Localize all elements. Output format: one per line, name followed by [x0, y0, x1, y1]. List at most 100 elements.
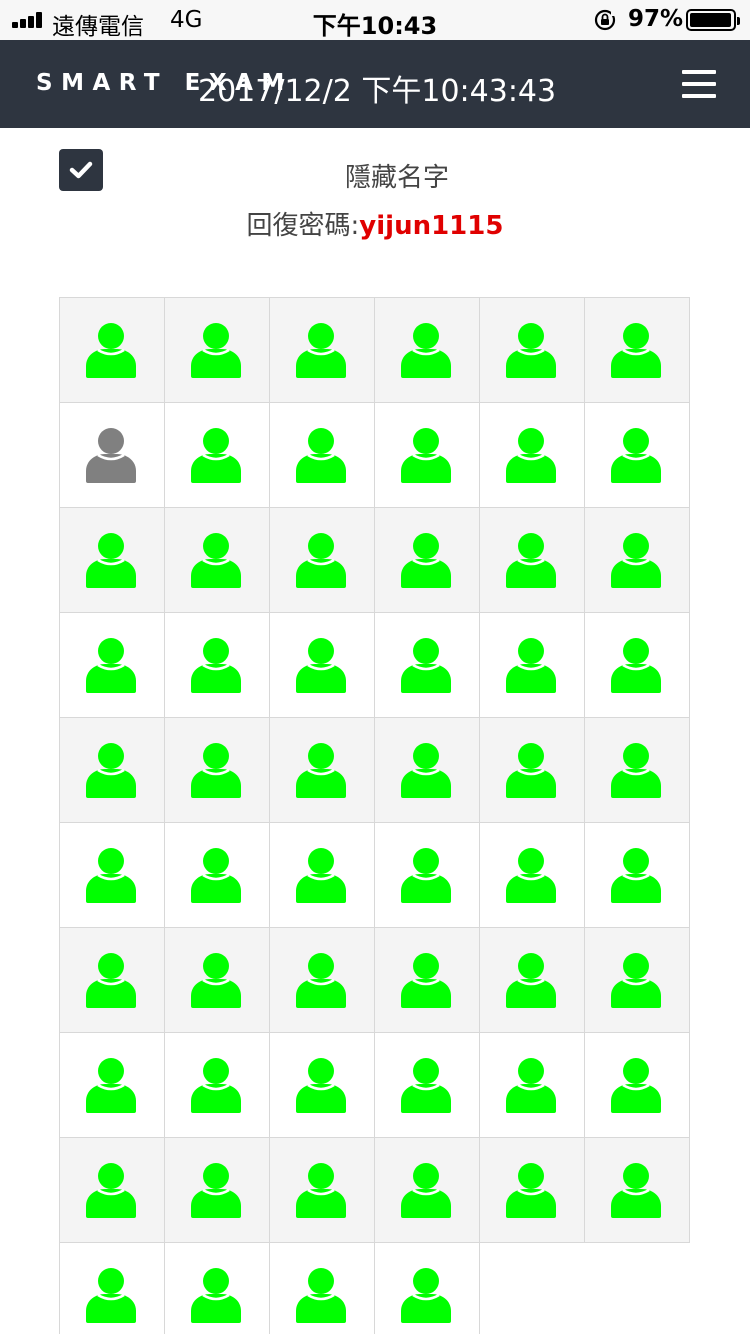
seat-cell[interactable]	[479, 612, 585, 718]
seat-cell[interactable]	[374, 1242, 480, 1334]
seat-cell[interactable]	[164, 402, 270, 508]
user-icon	[296, 323, 346, 378]
seat-cell[interactable]	[374, 612, 480, 718]
seat-cell[interactable]	[584, 507, 690, 613]
seat-cell[interactable]	[584, 822, 690, 928]
user-icon	[401, 1058, 451, 1113]
seat-cell[interactable]	[374, 402, 480, 508]
user-icon	[611, 638, 661, 693]
recovery-password-line: 回復密碼:yijun1115	[0, 205, 750, 242]
user-icon	[86, 428, 136, 483]
recovery-password-label: 回復密碼:	[246, 211, 360, 241]
seat-cell[interactable]	[479, 822, 585, 928]
seat-cell[interactable]	[584, 402, 690, 508]
seat-cell[interactable]	[59, 1137, 165, 1243]
seat-cell[interactable]	[479, 297, 585, 403]
top-navbar: SMART EXAM 2017/12/2 下午10:43:43	[0, 40, 750, 128]
seat-cell[interactable]	[479, 717, 585, 823]
seat-cell[interactable]	[164, 822, 270, 928]
seat-cell[interactable]	[164, 927, 270, 1033]
battery-icon	[686, 9, 740, 31]
seat-cell[interactable]	[164, 612, 270, 718]
network-type: 4G	[170, 7, 203, 33]
seat-cell[interactable]	[479, 1137, 585, 1243]
seat-cell[interactable]	[269, 612, 375, 718]
seat-cell[interactable]	[374, 927, 480, 1033]
seat-cell[interactable]	[164, 1032, 270, 1138]
seat-cell[interactable]	[59, 507, 165, 613]
hamburger-icon[interactable]	[672, 62, 726, 106]
seat-cell[interactable]	[584, 1032, 690, 1138]
seat-cell[interactable]	[374, 297, 480, 403]
seat-cell[interactable]	[479, 402, 585, 508]
seat-cell[interactable]	[269, 507, 375, 613]
seat-cell[interactable]	[269, 822, 375, 928]
seat-cell[interactable]	[479, 927, 585, 1033]
user-icon	[191, 953, 241, 1008]
seat-cell[interactable]	[59, 297, 165, 403]
seat-cell[interactable]	[269, 1032, 375, 1138]
seat-cell[interactable]	[164, 1137, 270, 1243]
seat-cell[interactable]	[374, 1137, 480, 1243]
user-icon	[401, 743, 451, 798]
seat-cell[interactable]	[59, 927, 165, 1033]
user-icon	[506, 743, 556, 798]
user-icon	[506, 533, 556, 588]
seat-cell[interactable]	[374, 822, 480, 928]
seat-cell[interactable]	[479, 1032, 585, 1138]
seat-cell[interactable]	[269, 1137, 375, 1243]
seat-cell[interactable]	[479, 507, 585, 613]
hide-names-checkbox[interactable]	[59, 149, 103, 191]
user-icon	[401, 953, 451, 1008]
user-icon	[611, 323, 661, 378]
seat-cell[interactable]	[59, 1242, 165, 1334]
seat-cell[interactable]	[269, 402, 375, 508]
seat-cell[interactable]	[269, 1242, 375, 1334]
user-icon	[401, 323, 451, 378]
seat-cell[interactable]	[584, 297, 690, 403]
user-icon	[191, 323, 241, 378]
seat-cell[interactable]	[269, 927, 375, 1033]
seat-cell[interactable]	[59, 717, 165, 823]
user-icon	[296, 1163, 346, 1218]
seat-cell[interactable]	[164, 507, 270, 613]
seat-cell[interactable]	[164, 717, 270, 823]
carrier-name: 遠傳電信	[52, 14, 144, 40]
user-icon	[296, 953, 346, 1008]
current-datetime: 2017/12/2 下午10:43:43	[198, 74, 557, 109]
seat-cell[interactable]	[269, 717, 375, 823]
seat-cell[interactable]	[59, 612, 165, 718]
user-icon	[86, 1163, 136, 1218]
seat-cell[interactable]	[59, 1032, 165, 1138]
user-icon	[191, 533, 241, 588]
seat-cell[interactable]	[584, 612, 690, 718]
user-icon	[191, 428, 241, 483]
seat-cell[interactable]	[269, 297, 375, 403]
user-icon	[506, 848, 556, 903]
rotation-lock-icon	[594, 9, 616, 31]
seat-cell[interactable]	[59, 402, 165, 508]
seat-cell[interactable]	[374, 507, 480, 613]
user-icon	[191, 848, 241, 903]
user-icon	[296, 533, 346, 588]
seat-cell[interactable]	[584, 717, 690, 823]
seat-cell[interactable]	[59, 822, 165, 928]
battery-percentage: 97%	[628, 6, 684, 32]
user-icon	[506, 428, 556, 483]
user-icon	[191, 638, 241, 693]
signal-icon	[12, 12, 46, 28]
brand-logo[interactable]: SMART EXAM	[36, 70, 293, 96]
user-icon	[401, 1268, 451, 1323]
user-icon	[611, 1058, 661, 1113]
seat-cell[interactable]	[584, 1137, 690, 1243]
user-icon	[401, 428, 451, 483]
seat-cell[interactable]	[374, 717, 480, 823]
recovery-password-value: yijun1115	[359, 211, 504, 241]
seat-cell[interactable]	[164, 297, 270, 403]
user-icon	[86, 1058, 136, 1113]
seat-cell[interactable]	[374, 1032, 480, 1138]
user-icon	[506, 953, 556, 1008]
user-icon	[86, 323, 136, 378]
seat-cell[interactable]	[164, 1242, 270, 1334]
seat-cell[interactable]	[584, 927, 690, 1033]
